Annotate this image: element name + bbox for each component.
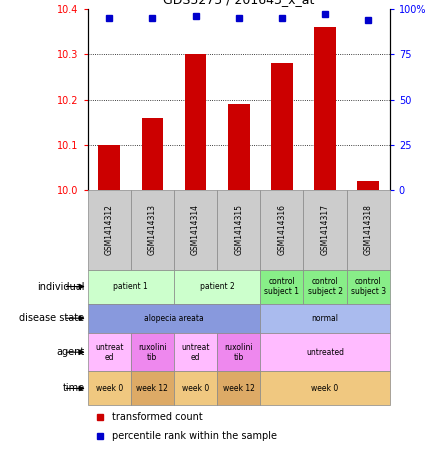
Bar bbox=[346, 270, 390, 304]
Bar bbox=[88, 190, 131, 270]
Text: week 0: week 0 bbox=[95, 384, 123, 393]
Bar bbox=[131, 333, 174, 371]
Text: transformed count: transformed count bbox=[112, 413, 202, 423]
Bar bbox=[141, 118, 163, 190]
Bar bbox=[88, 371, 131, 405]
Bar bbox=[185, 54, 206, 190]
Bar bbox=[304, 190, 346, 270]
Bar bbox=[260, 371, 390, 405]
Bar bbox=[174, 333, 217, 371]
Bar bbox=[174, 371, 217, 405]
Bar bbox=[88, 304, 260, 333]
Text: week 0: week 0 bbox=[182, 384, 209, 393]
Text: GSM1414318: GSM1414318 bbox=[364, 204, 373, 255]
Text: control
subject 2: control subject 2 bbox=[307, 277, 343, 296]
Bar bbox=[260, 270, 304, 304]
Bar bbox=[99, 145, 120, 190]
Bar bbox=[260, 304, 390, 333]
Bar bbox=[228, 104, 250, 190]
Bar bbox=[174, 190, 217, 270]
Bar bbox=[88, 333, 131, 371]
Text: disease state: disease state bbox=[19, 313, 85, 323]
Bar bbox=[304, 270, 346, 304]
Bar bbox=[174, 270, 260, 304]
Text: GSM1414316: GSM1414316 bbox=[277, 204, 286, 255]
Text: GSM1414313: GSM1414313 bbox=[148, 204, 157, 255]
Text: untreat
ed: untreat ed bbox=[95, 342, 124, 362]
Bar bbox=[314, 27, 336, 190]
Bar bbox=[217, 371, 260, 405]
Text: control
subject 3: control subject 3 bbox=[351, 277, 386, 296]
Bar bbox=[217, 190, 260, 270]
Text: untreat
ed: untreat ed bbox=[181, 342, 210, 362]
Text: normal: normal bbox=[311, 314, 339, 323]
Text: control
subject 1: control subject 1 bbox=[265, 277, 300, 296]
Text: GSM1414317: GSM1414317 bbox=[321, 204, 329, 255]
Text: individual: individual bbox=[37, 281, 85, 292]
Text: untreated: untreated bbox=[306, 348, 344, 357]
Text: GSM1414315: GSM1414315 bbox=[234, 204, 243, 255]
Text: time: time bbox=[63, 383, 85, 394]
Text: alopecia areata: alopecia areata bbox=[144, 314, 204, 323]
Text: agent: agent bbox=[57, 347, 85, 357]
Text: percentile rank within the sample: percentile rank within the sample bbox=[112, 431, 277, 441]
Bar bbox=[346, 190, 390, 270]
Text: ruxolini
tib: ruxolini tib bbox=[138, 342, 167, 362]
Text: patient 1: patient 1 bbox=[113, 282, 148, 291]
Text: patient 2: patient 2 bbox=[200, 282, 234, 291]
Bar bbox=[260, 190, 304, 270]
Bar bbox=[271, 63, 293, 190]
Bar bbox=[131, 190, 174, 270]
Bar bbox=[131, 371, 174, 405]
Bar bbox=[88, 270, 174, 304]
Text: ruxolini
tib: ruxolini tib bbox=[224, 342, 253, 362]
Text: GSM1414312: GSM1414312 bbox=[105, 204, 114, 255]
Text: week 12: week 12 bbox=[223, 384, 254, 393]
Bar bbox=[217, 333, 260, 371]
Text: week 0: week 0 bbox=[311, 384, 339, 393]
Text: GSM1414314: GSM1414314 bbox=[191, 204, 200, 255]
Title: GDS5275 / 201643_x_at: GDS5275 / 201643_x_at bbox=[163, 0, 314, 6]
Bar bbox=[260, 333, 390, 371]
Text: week 12: week 12 bbox=[136, 384, 168, 393]
Bar bbox=[357, 181, 379, 190]
